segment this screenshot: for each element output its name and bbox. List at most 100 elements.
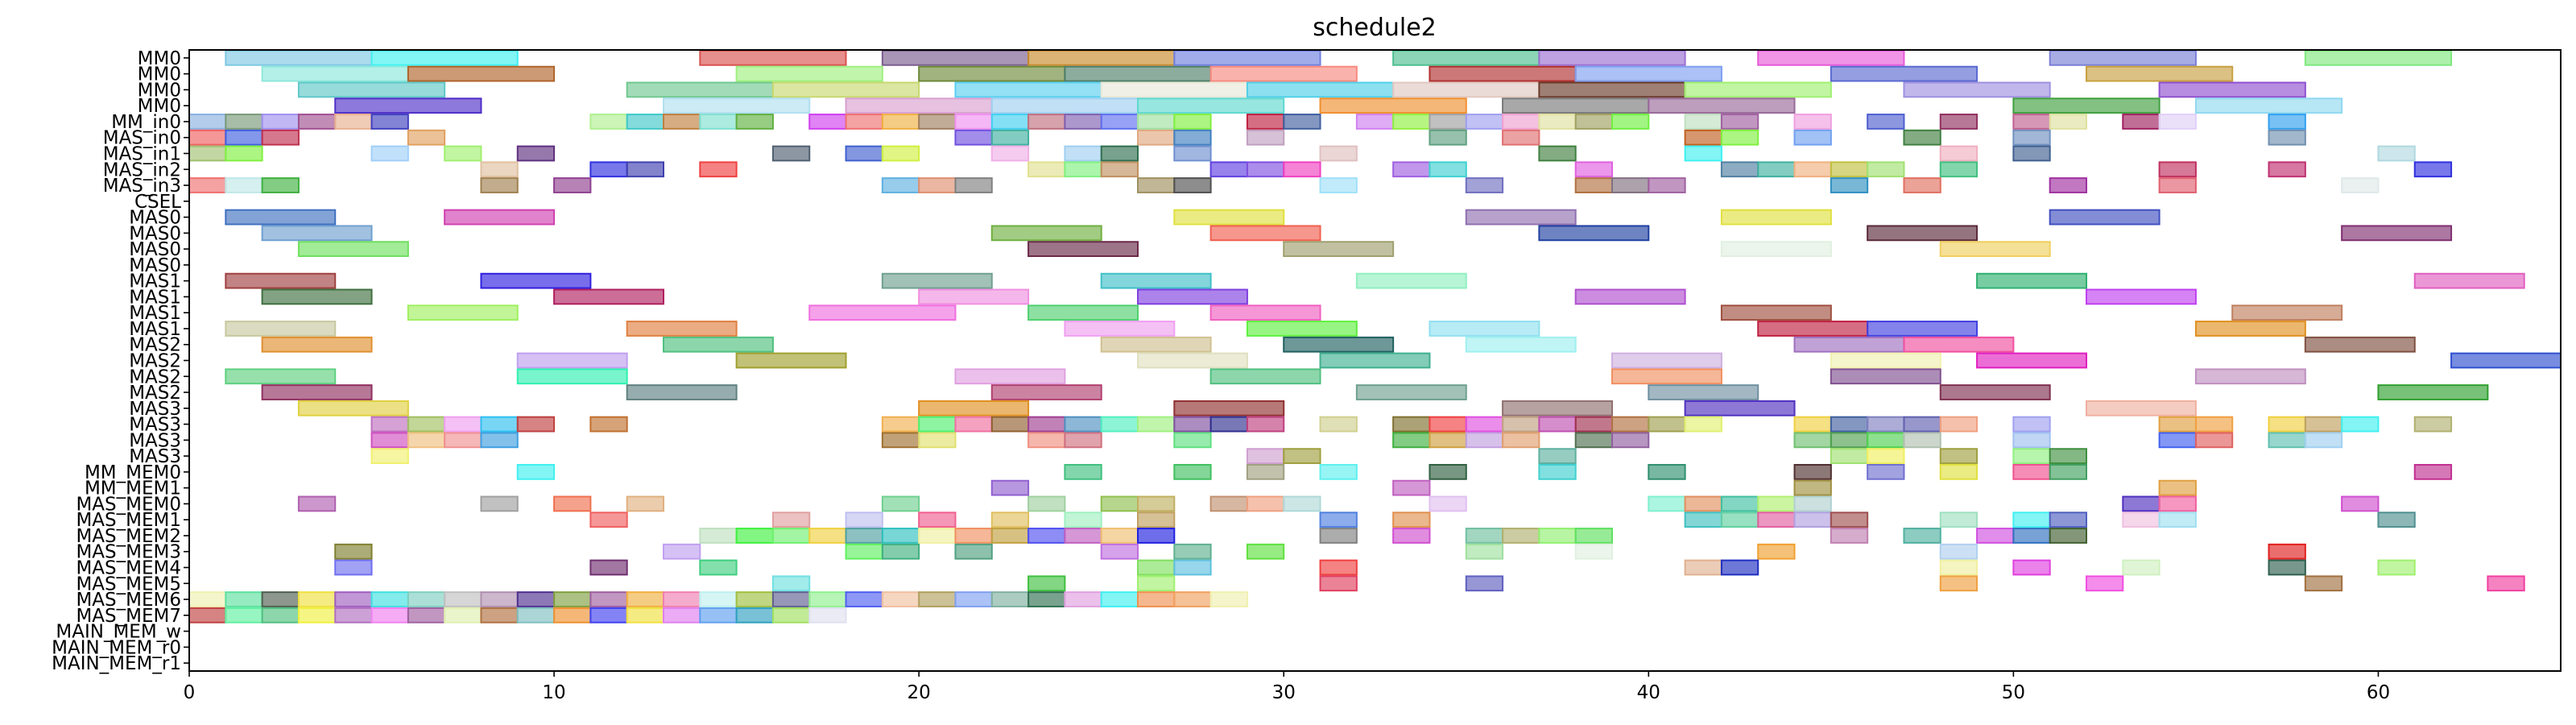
task-bar-mm-in0-44 [261, 114, 300, 130]
task-bar-mas2-211 [1903, 336, 2015, 353]
task-bar-mas2-233 [1939, 384, 2051, 400]
y-tick-label: MM0 [138, 80, 181, 101]
task-bar-mas3-268 [1793, 416, 1832, 433]
task-bar-mas-in2-137 [1939, 161, 1979, 178]
task-bar-mas0-162 [444, 209, 556, 226]
task-bar-mas-mem5-425 [1465, 575, 1504, 592]
task-bar-mas2-219 [1976, 352, 2087, 369]
task-bar-mas3-289 [1392, 432, 1431, 449]
y-tick-label: MM_MEM1 [85, 478, 181, 499]
task-bar-mas-mem6-433 [297, 591, 337, 607]
task-bar-mm-mem0-316 [1246, 463, 1285, 480]
y-tick-label: MAS1 [129, 287, 181, 308]
task-bar-mas-mem1-362 [1757, 512, 1796, 528]
task-bar-mas0-168 [990, 225, 1102, 242]
task-bar-mm0-2 [699, 49, 847, 66]
task-bar-mas1-198 [626, 321, 738, 337]
task-bar-mas-in0-87 [407, 129, 446, 146]
task-bar-mas2-220 [2450, 352, 2562, 369]
task-bar-mas0-166 [2049, 209, 2160, 226]
task-bar-mas-in0-99 [2012, 129, 2051, 146]
task-bar-mas3-286 [1028, 432, 1066, 449]
task-bar-mas-mem1-367 [2049, 512, 2088, 528]
task-bar-mas1-185 [261, 288, 373, 305]
task-bar-mas-mem7-462 [297, 607, 337, 624]
task-bar-mas3-264 [1574, 416, 1613, 433]
task-bar-mas2-214 [735, 352, 847, 369]
task-bar-mas1-183 [1976, 272, 2087, 289]
task-bar-mas-in3-160 [2341, 177, 2380, 193]
task-bar-mas-mem6-456 [1137, 591, 1176, 607]
task-bar-mas-in3-148 [954, 177, 993, 193]
task-bar-mas1-191 [407, 304, 519, 321]
task-bar-mas1-184 [2413, 272, 2525, 289]
task-bar-mas-mem6-430 [188, 591, 227, 607]
task-bar-mas-mem5-426 [1939, 575, 1979, 592]
task-bar-mas3-287 [1064, 432, 1102, 449]
y-tick-label: MAS_MEM3 [76, 542, 181, 563]
task-bar-mas3-269 [1830, 416, 1869, 433]
task-bar-mas3-267 [1684, 416, 1722, 433]
y-tick-label: CSEL [134, 192, 181, 213]
task-bar-mas3-296 [1830, 432, 1869, 449]
y-tick-label: MAS1 [129, 319, 181, 340]
task-bar-mas3-282 [444, 432, 482, 449]
task-bar-mas3-244 [480, 416, 519, 433]
task-bar-mas-mem3-405 [1757, 543, 1796, 560]
task-bar-mas1-180 [881, 272, 993, 289]
task-bar-mas0-161 [225, 209, 337, 226]
task-bar-mas-mem6-442 [626, 591, 665, 607]
task-bar-mas-mem4-416 [1939, 559, 1979, 576]
task-bar-mas-in1-106 [771, 145, 811, 162]
x-tick-label: 30 [1272, 682, 1296, 703]
task-bar-mas-in2-130 [1429, 161, 1467, 178]
task-bar-mas0-165 [1720, 209, 1832, 226]
task-bar-mas-in1-109 [990, 145, 1030, 162]
task-bar-mm-mem0-321 [1793, 463, 1832, 480]
task-bar-mm0-7 [1538, 49, 1686, 66]
task-bar-mas-in3-146 [881, 177, 920, 193]
y-tick-label: MM_MEM0 [85, 462, 181, 483]
task-bar-mas1-204 [2194, 321, 2306, 337]
task-bar-mas3-285 [918, 432, 957, 449]
task-bar-mm-in0-67 [1392, 114, 1431, 130]
task-bar-mas-mem6-440 [553, 591, 592, 607]
task-bar-mas-mem6-446 [771, 591, 811, 607]
task-bar-mas1-189 [1574, 288, 1686, 305]
y-tick-label: MAS_in2 [103, 160, 181, 180]
task-bar-mm0-0 [225, 49, 373, 66]
task-bar-mas-in0-100 [2268, 129, 2306, 146]
task-bar-mas1-179 [480, 272, 592, 289]
task-bar-mas3-275 [2194, 416, 2234, 433]
task-bar-mas-mem5-423 [1137, 575, 1176, 592]
task-bar-mm0-18 [1574, 65, 1722, 82]
task-bar-mas-in0-88 [954, 129, 993, 146]
task-bar-mas3-308 [1830, 448, 1869, 465]
task-bar-mas1-201 [1429, 321, 1540, 337]
x-tick-label: 40 [1637, 682, 1660, 703]
task-bar-mas2-206 [663, 336, 774, 353]
task-bar-mas-mem4-418 [2122, 559, 2160, 576]
task-bar-mas-mem0-337 [1100, 495, 1139, 512]
task-bar-mm-in0-71 [1538, 114, 1577, 130]
task-bar-mas-mem3-404 [1574, 543, 1613, 560]
task-bar-mas3-277 [2304, 416, 2343, 433]
task-bar-mas-mem3-399 [954, 543, 993, 560]
task-bar-mas3-294 [1611, 432, 1650, 449]
task-bar-mas-mem4-411 [1137, 559, 1176, 576]
x-tick-label: 60 [2367, 682, 2390, 703]
task-bar-mm-in0-47 [370, 114, 409, 130]
task-bar-mm-mem1-327 [990, 479, 1030, 496]
task-bar-mas-in2-132 [1720, 161, 1759, 178]
task-bar-mas-mem6-441 [589, 591, 628, 607]
task-bar-mas-mem6-434 [334, 591, 373, 607]
task-bar-mas3-309 [1867, 448, 1905, 465]
task-bar-mas-in2-122 [699, 161, 738, 178]
task-bar-mas-mem4-414 [1684, 559, 1722, 576]
task-bar-mas2-212 [2304, 336, 2416, 353]
task-bar-mas3-245 [516, 416, 556, 433]
task-bar-mm-in0-52 [735, 114, 774, 130]
task-bar-mas3-238 [1502, 400, 1613, 416]
task-bar-mm-in0-43 [225, 114, 263, 130]
